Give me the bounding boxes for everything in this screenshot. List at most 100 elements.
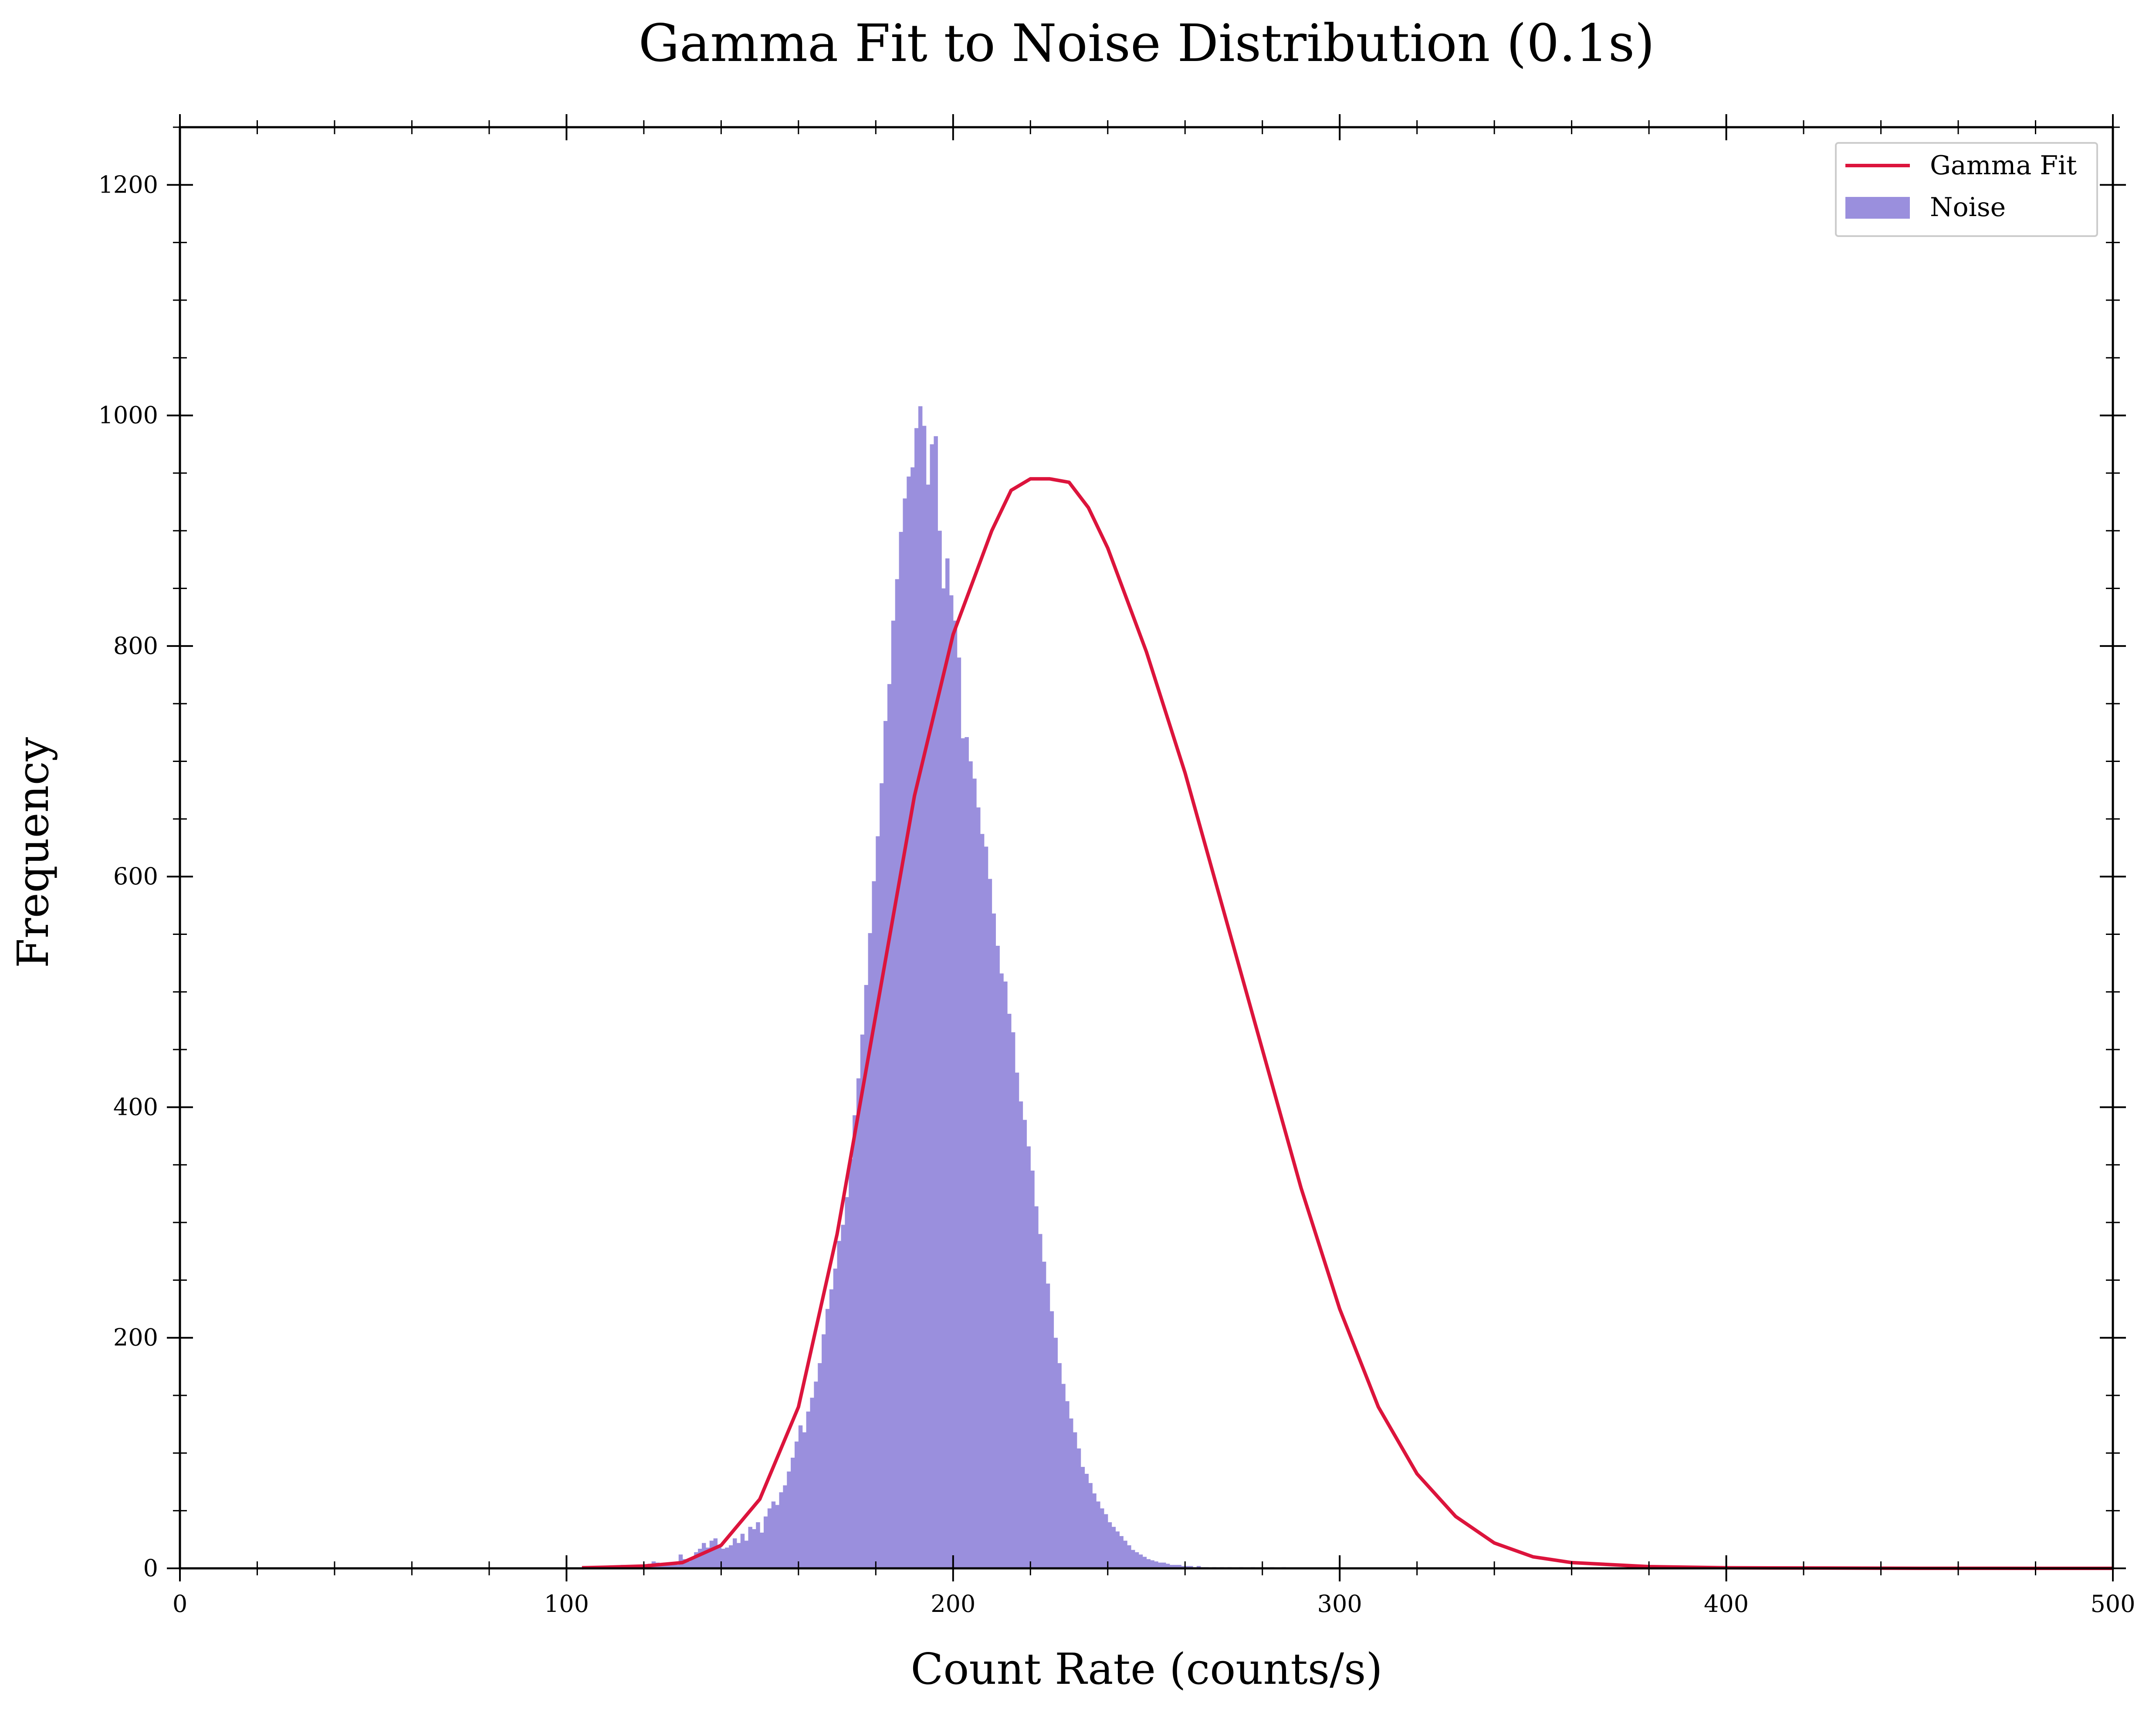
histogram-bar — [841, 1225, 845, 1568]
histogram-bar — [802, 1432, 807, 1568]
histogram-bar — [1096, 1501, 1100, 1568]
histogram-bar — [736, 1543, 741, 1568]
histogram-bar — [686, 1561, 690, 1568]
histogram-bar — [883, 721, 888, 1568]
histogram-bar — [705, 1547, 710, 1568]
histogram-bar — [667, 1564, 671, 1568]
histogram-bar — [1049, 1311, 1054, 1568]
histogram-bar — [972, 779, 977, 1568]
histogram-bar — [1165, 1564, 1170, 1568]
histogram-bar — [1088, 1483, 1093, 1568]
histogram-bar — [1042, 1262, 1046, 1568]
histogram-bar — [822, 1334, 826, 1568]
histogram-bar — [1022, 1120, 1027, 1568]
chart-title: Gamma Fit to Noise Distribution (0.1s) — [639, 13, 1655, 73]
histogram-bar — [1150, 1560, 1154, 1568]
histogram-bar — [1003, 981, 1008, 1568]
histogram-bar — [965, 737, 969, 1568]
histogram-bar — [992, 913, 996, 1568]
histogram-bar — [748, 1527, 752, 1568]
histogram-bar — [1057, 1363, 1062, 1568]
histogram-bar — [1007, 1014, 1012, 1568]
histogram-bar — [926, 484, 931, 1569]
y-tick-label: 800 — [113, 632, 158, 660]
histogram-bar — [798, 1425, 803, 1568]
histogram-bar — [833, 1268, 838, 1568]
histogram-bar — [1162, 1562, 1166, 1568]
histogram-bar — [984, 846, 988, 1568]
histogram-bar — [659, 1565, 663, 1568]
histogram-bar — [1073, 1432, 1077, 1568]
histogram-bar — [694, 1552, 698, 1568]
y-tick-label: 200 — [113, 1324, 158, 1351]
legend-label-noise: Noise — [1930, 192, 2006, 223]
histogram-bar — [725, 1547, 729, 1568]
gamma-fit-line — [582, 477, 2113, 1570]
histogram-bar — [787, 1471, 791, 1568]
y-tick-label: 400 — [113, 1093, 158, 1120]
histogram-bar — [771, 1501, 776, 1568]
histogram-bar — [1111, 1527, 1116, 1568]
histogram-bar — [1119, 1536, 1124, 1568]
histogram-bar — [698, 1549, 702, 1568]
histogram-bar — [779, 1492, 783, 1568]
histogram-bar — [1092, 1493, 1097, 1568]
histogram-bar — [887, 684, 892, 1568]
histogram-bar — [864, 985, 869, 1568]
histogram-bar — [1030, 1170, 1035, 1568]
histogram-bar — [806, 1412, 811, 1568]
histogram-bar — [729, 1545, 733, 1568]
histogram-bar — [1019, 1101, 1023, 1568]
histogram-bar — [1061, 1384, 1066, 1568]
histogram-bar — [995, 945, 1000, 1568]
histogram-bar — [1046, 1283, 1050, 1568]
histogram-bar — [671, 1562, 675, 1568]
histogram-bar — [999, 973, 1004, 1568]
histogram-bar — [791, 1457, 795, 1568]
histogram-bar — [1038, 1234, 1042, 1568]
histogram-bar — [1100, 1508, 1104, 1568]
histogram-bar — [1026, 1146, 1031, 1568]
histogram-bar — [690, 1558, 694, 1568]
y-axis-label: Frequency — [9, 737, 58, 968]
histogram-bar — [876, 836, 880, 1568]
x-tick-label: 200 — [931, 1590, 975, 1618]
y-tick-label: 0 — [143, 1554, 158, 1582]
histogram-bar — [740, 1533, 745, 1568]
histogram-bar — [1127, 1545, 1131, 1568]
histogram-bar — [829, 1289, 834, 1568]
x-tick-label: 300 — [1317, 1590, 1362, 1618]
histogram-bar — [976, 807, 981, 1568]
histogram-bar — [891, 620, 896, 1568]
plot-frame — [179, 126, 2114, 1570]
y-tick-label: 1200 — [98, 171, 158, 198]
histogram-bar — [980, 834, 985, 1568]
histogram-bar — [760, 1532, 764, 1568]
histogram-bar — [814, 1381, 818, 1568]
histogram-bar — [961, 738, 965, 1568]
histogram-bar — [752, 1529, 756, 1568]
histogram-bar — [767, 1508, 772, 1568]
x-tick-label: 400 — [1704, 1590, 1749, 1618]
histogram-bar — [1065, 1401, 1070, 1568]
histogram-bar — [1189, 1566, 1193, 1568]
histogram-bar — [1107, 1522, 1112, 1568]
histogram-bar — [895, 579, 900, 1568]
histogram-bar — [663, 1564, 667, 1568]
histogram-bar — [1146, 1559, 1151, 1568]
histogram-bar — [717, 1545, 721, 1568]
x-tick-label: 100 — [544, 1590, 589, 1618]
histogram-bar — [701, 1543, 706, 1568]
histogram-bar — [818, 1363, 822, 1568]
histogram-bar — [794, 1441, 799, 1568]
y-tick-label: 1000 — [98, 402, 158, 429]
histogram-bar — [880, 783, 884, 1568]
histogram-bar — [957, 657, 961, 1569]
histogram-bar — [907, 476, 911, 1569]
histogram-bar — [810, 1398, 814, 1568]
histogram-bar — [953, 620, 958, 1568]
histogram-bar — [1169, 1565, 1174, 1568]
legend-label-gamma-fit: Gamma Fit — [1930, 150, 2077, 181]
histogram-bar — [763, 1516, 768, 1568]
